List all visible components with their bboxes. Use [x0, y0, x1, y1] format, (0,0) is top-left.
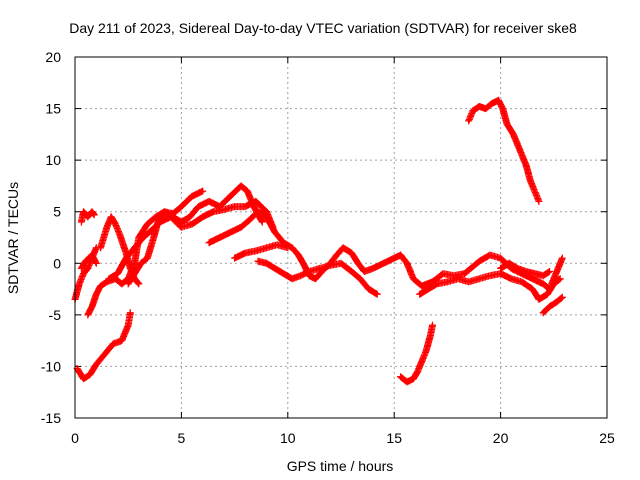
x-tick-label: 5 [178, 430, 186, 446]
marker-trace [105, 197, 277, 283]
y-tick-label: 5 [53, 204, 61, 220]
series-arc-14 [465, 96, 543, 205]
marker-trace [539, 293, 566, 317]
series-arc-2 [77, 208, 98, 226]
marker-trace [77, 208, 98, 226]
marker-trace [465, 96, 543, 205]
series-arc-8 [105, 197, 277, 283]
x-tick-label: 25 [599, 430, 615, 446]
series-arc-3 [77, 251, 100, 272]
y-tick-label: 0 [53, 255, 61, 271]
y-tick-label: -5 [49, 307, 62, 323]
x-axis-label: GPS time / hours [287, 458, 394, 474]
tick-labels: 0 5 10 15 20 25 -15 -10 -5 0 5 10 15 20 [41, 49, 615, 446]
x-tick-label: 10 [280, 430, 296, 446]
y-tick-label: -15 [41, 410, 61, 426]
series-arc-12 [397, 321, 436, 386]
marker-trace [231, 241, 292, 262]
y-tick-label: 10 [45, 152, 61, 168]
chart-title: Day 211 of 2023, Sidereal Day-to-day VTE… [69, 20, 577, 36]
x-tick-label: 15 [386, 430, 402, 446]
series-arc-5 [84, 187, 207, 319]
marker-trace [73, 309, 134, 383]
series-arc-10 [231, 241, 292, 262]
series-arc-13 [416, 270, 564, 303]
x-tick-label: 20 [493, 430, 509, 446]
y-tick-label: 20 [45, 49, 61, 65]
data-marks [71, 96, 566, 386]
series-arc-16 [539, 293, 566, 317]
plot-frame [74, 56, 608, 419]
marker-trace [77, 251, 100, 272]
marker-trace [254, 257, 381, 298]
series-arc-15 [497, 259, 553, 280]
marker-trace [416, 270, 564, 303]
marker-trace [497, 259, 553, 280]
series-arc-4 [73, 309, 134, 383]
y-tick-label: -10 [41, 358, 61, 374]
marker-trace [84, 187, 207, 319]
y-axis-label: SDTVAR / TECUs [5, 182, 21, 294]
series-arc-11 [254, 257, 381, 298]
marker-trace [397, 321, 436, 386]
y-tick-label: 15 [45, 101, 61, 117]
x-tick-label: 0 [71, 430, 79, 446]
